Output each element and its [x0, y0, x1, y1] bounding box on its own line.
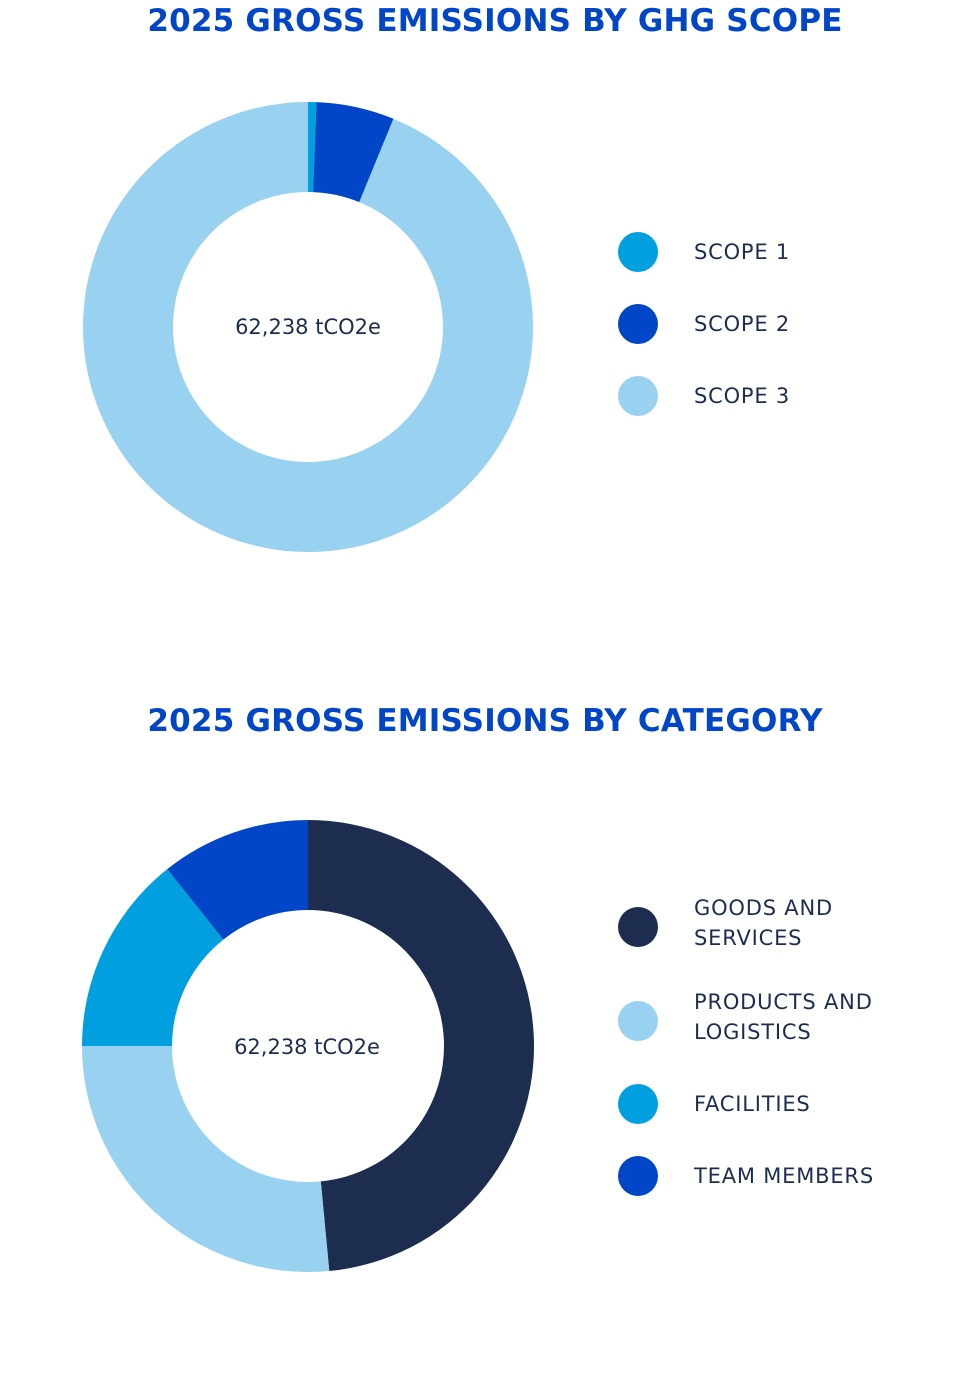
donut-slice-products-and-logistics	[82, 1046, 330, 1272]
donut-slice-scope-2	[313, 102, 394, 203]
donut-slice-facilities	[82, 869, 224, 1046]
legend-item-scope-3: SCOPE 3	[618, 376, 958, 416]
legend-label: SCOPE 1	[694, 240, 791, 264]
donut-slice-goods-and-services	[308, 820, 535, 1271]
legend-label: FACILITIES	[694, 1092, 811, 1116]
chart-title: 2025 GROSS EMISSIONS BY GHG SCOPE	[147, 3, 843, 39]
legend-item-scope-2: SCOPE 2	[618, 304, 958, 344]
scope-chart-panel: 2025 GROSS EMISSIONS BY GHG SCOPE 62,238…	[0, 0, 973, 640]
legend-swatch-products-and-logistics	[618, 1001, 658, 1041]
donut-center-label: 62,238 tCO2e	[234, 1035, 380, 1059]
legend-swatch-scope-3	[618, 376, 658, 416]
legend-swatch-facilities	[618, 1084, 658, 1124]
legend-item-goods-and-services: GOODS AND SERVICES	[618, 896, 958, 950]
legend-label: SCOPE 3	[694, 384, 791, 408]
legend-swatch-team-members	[618, 1156, 658, 1196]
category-donut-chart: 62,238 tCO2e	[82, 820, 535, 1272]
category-chart-panel: 2025 GROSS EMISSIONS BY CATEGORY 62,238 …	[0, 700, 973, 1389]
donut-slice-scope-3	[83, 102, 533, 552]
legend-label: TEAM MEMBERS	[694, 1164, 874, 1188]
legend-swatch-goods-and-services	[618, 907, 658, 947]
legend-label: GOODS AND SERVICES	[694, 896, 833, 950]
legend-swatch-scope-2	[618, 304, 658, 344]
donut-slice-team-members	[167, 820, 308, 940]
legend-label: SCOPE 2	[694, 312, 791, 336]
legend-swatch-scope-1	[618, 232, 658, 272]
donut-slice-scope-1	[308, 102, 317, 193]
legend-item-facilities: FACILITIES	[618, 1084, 958, 1124]
legend-item-team-members: TEAM MEMBERS	[618, 1156, 958, 1196]
legend-item-products-and-logistics: PRODUCTS AND LOGISTICS	[618, 990, 958, 1044]
legend-item-scope-1: SCOPE 1	[618, 232, 958, 272]
scope-donut-chart: 62,238 tCO2e	[83, 102, 533, 552]
donut-center-label: 62,238 tCO2e	[235, 315, 381, 339]
legend-label: PRODUCTS AND LOGISTICS	[694, 990, 873, 1044]
chart-title: 2025 GROSS EMISSIONS BY CATEGORY	[147, 703, 823, 739]
